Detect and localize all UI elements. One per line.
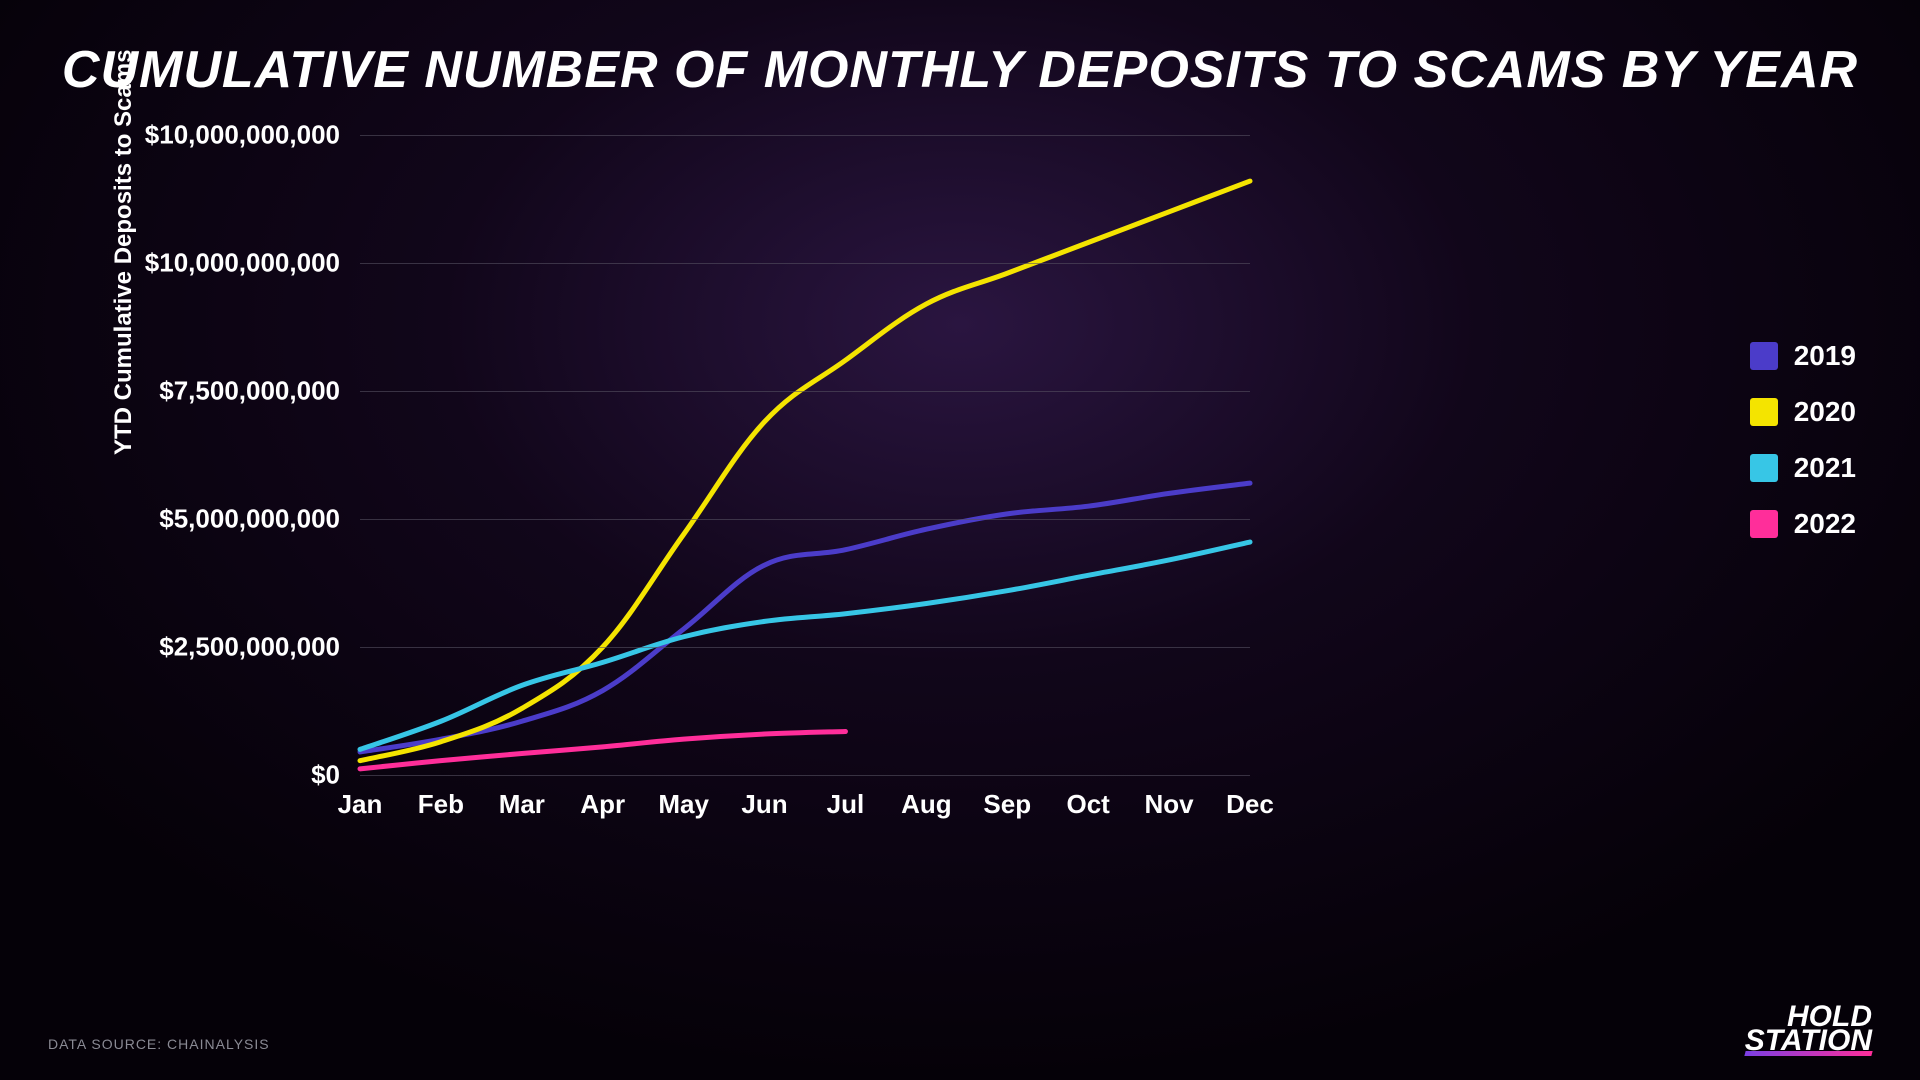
x-tick-label: Dec [1226, 789, 1274, 820]
grid-line [360, 263, 1250, 264]
y-tick-label: $0 [311, 760, 340, 791]
series-line-2022 [360, 731, 845, 768]
series-line-2020 [360, 181, 1250, 761]
legend-label: 2019 [1794, 340, 1856, 372]
y-tick-label: $7,500,000,000 [159, 376, 340, 407]
legend-item-2020: 2020 [1750, 396, 1856, 428]
y-tick-label: $10,000,000,000 [145, 248, 340, 279]
brand-line-2: STATION [1745, 1029, 1872, 1052]
grid-line [360, 775, 1250, 776]
legend-label: 2021 [1794, 452, 1856, 484]
line-chart-svg [360, 135, 1250, 775]
x-tick-label: Apr [580, 789, 625, 820]
x-tick-label: Aug [901, 789, 952, 820]
legend-swatch [1750, 398, 1778, 426]
y-tick-label: $10,000,000,000 [145, 120, 340, 151]
data-source-footer: DATA SOURCE: CHAINALYSIS [48, 1036, 270, 1052]
legend-item-2022: 2022 [1750, 508, 1856, 540]
legend-swatch [1750, 454, 1778, 482]
x-tick-label: Oct [1067, 789, 1110, 820]
x-tick-label: Jul [827, 789, 865, 820]
x-tick-label: May [658, 789, 709, 820]
x-tick-label: Mar [499, 789, 545, 820]
grid-line [360, 135, 1250, 136]
y-axis-title: YTD Cumulative Deposits to Scams [110, 50, 138, 455]
y-tick-label: $5,000,000,000 [159, 504, 340, 535]
x-tick-label: Jun [741, 789, 787, 820]
x-tick-label: Nov [1145, 789, 1194, 820]
series-line-2021 [360, 542, 1250, 749]
brand-logo: HOLD STATION [1745, 1005, 1872, 1052]
grid-line [360, 647, 1250, 648]
x-tick-label: Sep [983, 789, 1031, 820]
y-tick-label: $2,500,000,000 [159, 632, 340, 663]
legend-swatch [1750, 342, 1778, 370]
legend-swatch [1750, 510, 1778, 538]
chart-title: CUMULATIVE NUMBER OF MONTHLY DEPOSITS TO… [48, 40, 1872, 100]
legend-item-2019: 2019 [1750, 340, 1856, 372]
grid-line [360, 519, 1250, 520]
grid-line [360, 391, 1250, 392]
chart-plot-area: $0$2,500,000,000$5,000,000,000$7,500,000… [360, 135, 1250, 775]
x-tick-label: Feb [418, 789, 464, 820]
legend: 2019 2020 2021 2022 [1750, 340, 1856, 540]
legend-item-2021: 2021 [1750, 452, 1856, 484]
x-tick-label: Jan [338, 789, 383, 820]
legend-label: 2022 [1794, 508, 1856, 540]
legend-label: 2020 [1794, 396, 1856, 428]
